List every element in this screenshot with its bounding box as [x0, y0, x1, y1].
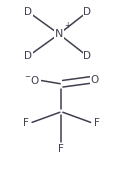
Text: D: D [24, 51, 32, 61]
Text: F: F [94, 118, 100, 128]
Text: F: F [23, 118, 29, 128]
Text: $^{-}$O: $^{-}$O [24, 74, 40, 86]
Text: D: D [24, 7, 32, 17]
Text: O: O [90, 75, 99, 85]
Text: +: + [64, 21, 71, 30]
Text: N: N [55, 29, 63, 39]
Text: F: F [58, 144, 64, 154]
Text: D: D [83, 51, 91, 61]
Text: D: D [83, 7, 91, 17]
